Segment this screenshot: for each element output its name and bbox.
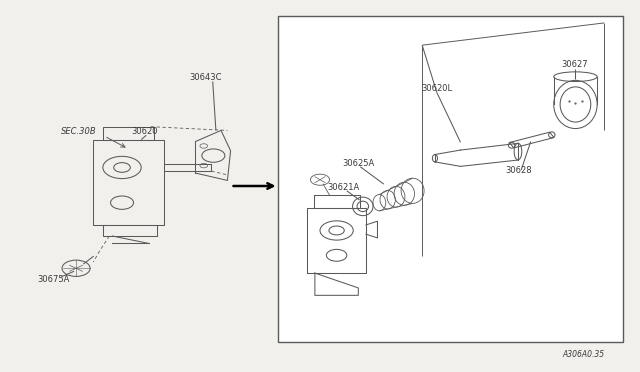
Text: 30620L: 30620L: [421, 84, 452, 93]
Text: 30675A: 30675A: [38, 275, 70, 284]
Text: A306A0.35: A306A0.35: [562, 350, 604, 359]
Text: 30621A: 30621A: [328, 183, 360, 192]
Text: 30627: 30627: [561, 60, 588, 70]
Bar: [278, 16, 623, 341]
Text: 30643C: 30643C: [189, 73, 221, 82]
Text: 30620: 30620: [132, 127, 158, 136]
Text: SEC.30B: SEC.30B: [61, 127, 97, 136]
Text: 30628: 30628: [505, 166, 532, 175]
Text: 30625A: 30625A: [342, 158, 374, 168]
